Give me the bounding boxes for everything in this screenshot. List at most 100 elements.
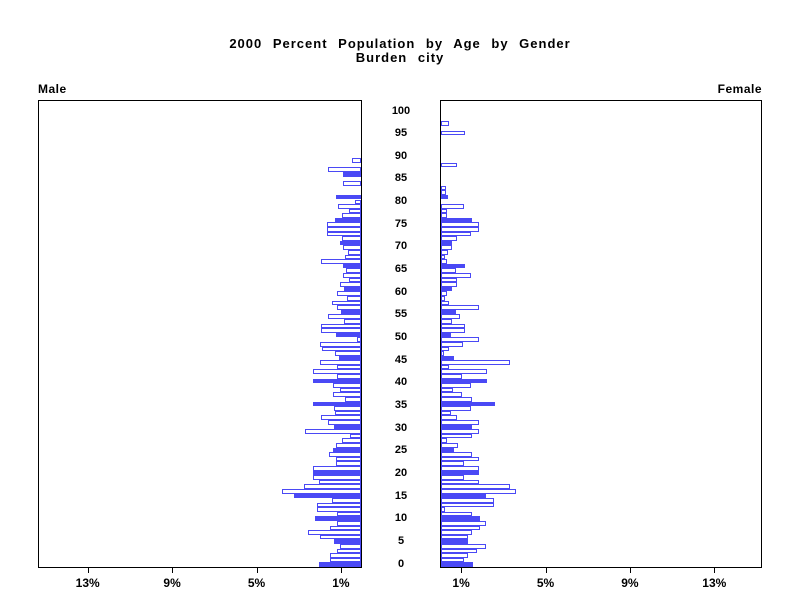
bar-male-age-37 [332, 392, 361, 398]
bar-female-age-87 [441, 162, 457, 168]
bar-male-age-51 [320, 328, 361, 333]
bar-female-age-44 [441, 360, 510, 365]
bar-male-age-18 [318, 479, 361, 485]
bar-female-age-20 [441, 470, 479, 476]
bar-male-age-26 [335, 442, 361, 448]
percent-tick-mark-5% [256, 568, 258, 573]
bar-male-age-36 [345, 397, 361, 402]
bar-male-age-13 [316, 502, 361, 508]
bar-male-age-58 [347, 295, 361, 301]
bar-female-age-9 [441, 521, 487, 526]
bar-female-age-82 [441, 185, 447, 191]
bar-male-age-50 [335, 332, 361, 338]
bar-male-age-61 [339, 282, 361, 287]
bar-male-age-64 [346, 268, 361, 273]
age-axis: 0 5 10 15 20 25 30 35 40 45 50 55 60 65 70 75 80 85 90 95 10… [362, 100, 440, 570]
bar-female-age-78 [441, 204, 465, 209]
bar-female-age-26 [441, 442, 458, 448]
bar-female-age-64 [441, 268, 456, 273]
bar-female-age-80 [441, 194, 449, 200]
bar-female-age-27 [441, 438, 448, 443]
bar-male-age-86 [328, 167, 361, 172]
bar-male-age-83 [343, 181, 361, 186]
bar-male-age-45 [338, 355, 361, 361]
bar-male-age-65 [343, 263, 361, 269]
percent-tick-mark-1% [461, 568, 463, 573]
bar-female-age-11 [441, 511, 472, 517]
bar-female-age-72 [441, 231, 471, 237]
bar-male-age-48 [319, 341, 361, 347]
age-axis-label-80: 80 [394, 195, 408, 208]
bar-male-age-72 [327, 231, 361, 237]
bar-male-age-54 [328, 314, 361, 319]
bar-male-age-6 [319, 534, 361, 540]
age-axis-label-90: 90 [394, 149, 408, 162]
bar-male-age-23 [335, 456, 361, 462]
percent-tick-label-9%: 9% [621, 576, 639, 590]
bar-female-age-42 [441, 369, 488, 375]
percent-tick-mark-13% [714, 568, 716, 573]
bar-male-age-76 [342, 213, 361, 218]
bar-female-age-40 [441, 378, 488, 384]
percent-tick-label-1%: 1% [332, 576, 350, 590]
bar-female-age-5 [441, 539, 469, 545]
percent-tick-label-13%: 13% [75, 576, 100, 590]
percent-tick-label-9%: 9% [163, 576, 181, 590]
bar-female-age-33 [441, 410, 451, 416]
bar-male-age-66 [320, 259, 361, 264]
bar-female-age-16 [441, 488, 516, 494]
bar-female-age-17 [441, 484, 510, 489]
bar-female-age-94 [441, 130, 466, 136]
bar-male-age-17 [304, 484, 361, 489]
bar-male-age-21 [312, 465, 361, 471]
bar-male-age-38 [339, 387, 361, 393]
percent-tick-mark-9% [172, 568, 174, 573]
bar-male-age-75 [334, 217, 361, 223]
bar-male-age-69 [343, 245, 361, 251]
bar-female-age-49 [441, 337, 479, 342]
bar-male-age-68 [348, 250, 361, 255]
bar-female-age-32 [441, 415, 457, 420]
bar-male-age-40 [312, 378, 361, 384]
bar-male-age-46 [334, 351, 361, 356]
percent-tick-mark-5% [545, 568, 547, 573]
bar-male-age-15 [293, 493, 361, 499]
bar-female-age-66 [441, 259, 448, 264]
age-axis-label-45: 45 [394, 353, 408, 366]
bar-female-age-71 [441, 236, 457, 241]
bar-female-age-18 [441, 479, 479, 485]
bar-female-age-76 [441, 213, 448, 218]
bar-male-age-20 [312, 470, 361, 476]
bar-male-age-73 [327, 227, 361, 232]
bar-male-age-57 [331, 300, 361, 306]
age-axis-label-65: 65 [394, 263, 408, 276]
bar-female-age-48 [441, 341, 464, 347]
age-axis-label-75: 75 [394, 217, 408, 230]
bar-female-age-34 [441, 406, 471, 411]
bar-male-age-19 [312, 475, 361, 480]
bar-male-age-0 [318, 562, 361, 567]
bar-male-age-78 [337, 204, 361, 209]
bar-male-age-71 [342, 236, 361, 241]
bar-female-age-39 [441, 383, 471, 388]
percent-tick-label-1%: 1% [452, 576, 470, 590]
bar-male-age-62 [349, 277, 361, 283]
bar-male-age-24 [329, 452, 361, 457]
percent-tick-label-13%: 13% [702, 576, 727, 590]
bar-female-age-8 [441, 525, 480, 531]
age-axis-label-30: 30 [394, 421, 408, 434]
bar-male-age-79 [354, 199, 361, 205]
bar-male-age-8 [330, 525, 361, 531]
bar-male-age-42 [312, 369, 361, 375]
bar-male-age-47 [322, 346, 361, 352]
bar-male-age-85 [343, 171, 361, 177]
bar-female-age-63 [441, 273, 471, 278]
bar-female-age-75 [441, 217, 472, 223]
bar-male-age-70 [339, 240, 361, 246]
male-panel-label: Male [38, 82, 67, 96]
female-percent-axis: 1% 5% 9% 13% [440, 568, 762, 598]
bar-female-age-50 [441, 332, 451, 338]
age-axis-label-40: 40 [394, 376, 408, 389]
bar-female-age-35 [441, 401, 495, 407]
